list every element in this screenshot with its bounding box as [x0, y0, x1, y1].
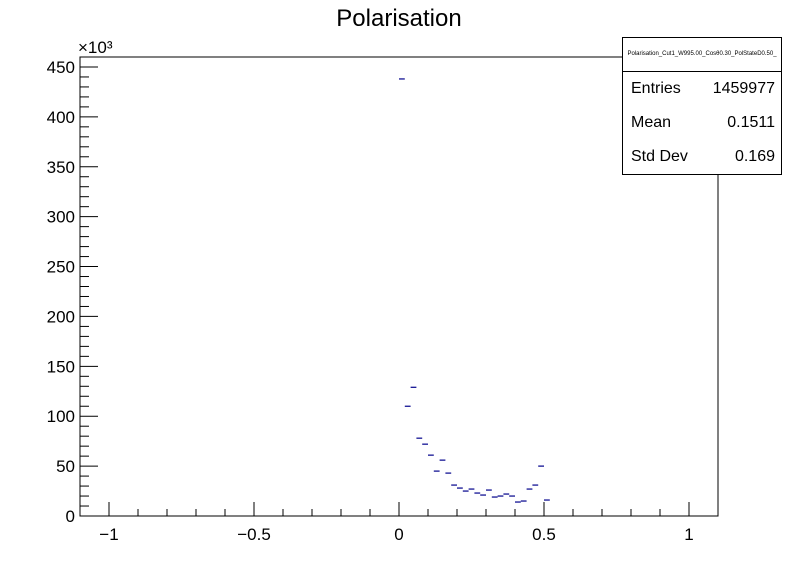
entries-value: 1459977	[712, 80, 775, 97]
x-tick-label: 0.5	[532, 525, 556, 544]
stddev-label: Std Dev	[631, 148, 688, 165]
y-tick-label: 0	[66, 507, 75, 526]
x-tick-label: 1	[684, 525, 693, 544]
chart-title: Polarisation	[336, 5, 462, 32]
stats-histogram-name: Polarisation_Cut1_W995.00_Cosθ0.30_PolSt…	[623, 38, 781, 72]
y-tick-label: 350	[47, 158, 75, 177]
y-tick-label: 50	[56, 457, 75, 476]
y-tick-label: 100	[47, 407, 75, 426]
y-tick-label: 400	[47, 108, 75, 127]
mean-label: Mean	[631, 114, 672, 131]
x-tick-label: 0	[394, 525, 403, 544]
y-axis: 0 50 100 150 200 250 300 350 400 450	[47, 56, 98, 526]
x-tick-label: −0.5	[237, 525, 271, 544]
stats-row-entries: Entries 1459977	[623, 72, 781, 106]
y-tick-label: 250	[47, 258, 75, 277]
y-tick-label: 150	[47, 357, 75, 376]
y-tick-label: 200	[47, 307, 75, 326]
histogram-bins	[399, 78, 550, 503]
entries-label: Entries	[631, 80, 681, 97]
mean-value: 0.1511	[727, 114, 775, 131]
stats-box: Polarisation_Cut1_W995.00_Cosθ0.30_PolSt…	[622, 37, 782, 175]
y-tick-label: 300	[47, 208, 75, 227]
y-tick-label: 450	[47, 58, 75, 77]
y-multiplier-label: ×10³	[78, 38, 113, 57]
x-axis: −1 −0.5 0 0.5 1	[99, 502, 694, 544]
stats-row-mean: Mean 0.1511	[623, 106, 781, 140]
x-tick-label: −1	[99, 525, 118, 544]
stats-row-stddev: Std Dev 0.169	[623, 140, 781, 174]
stddev-value: 0.169	[734, 148, 775, 165]
